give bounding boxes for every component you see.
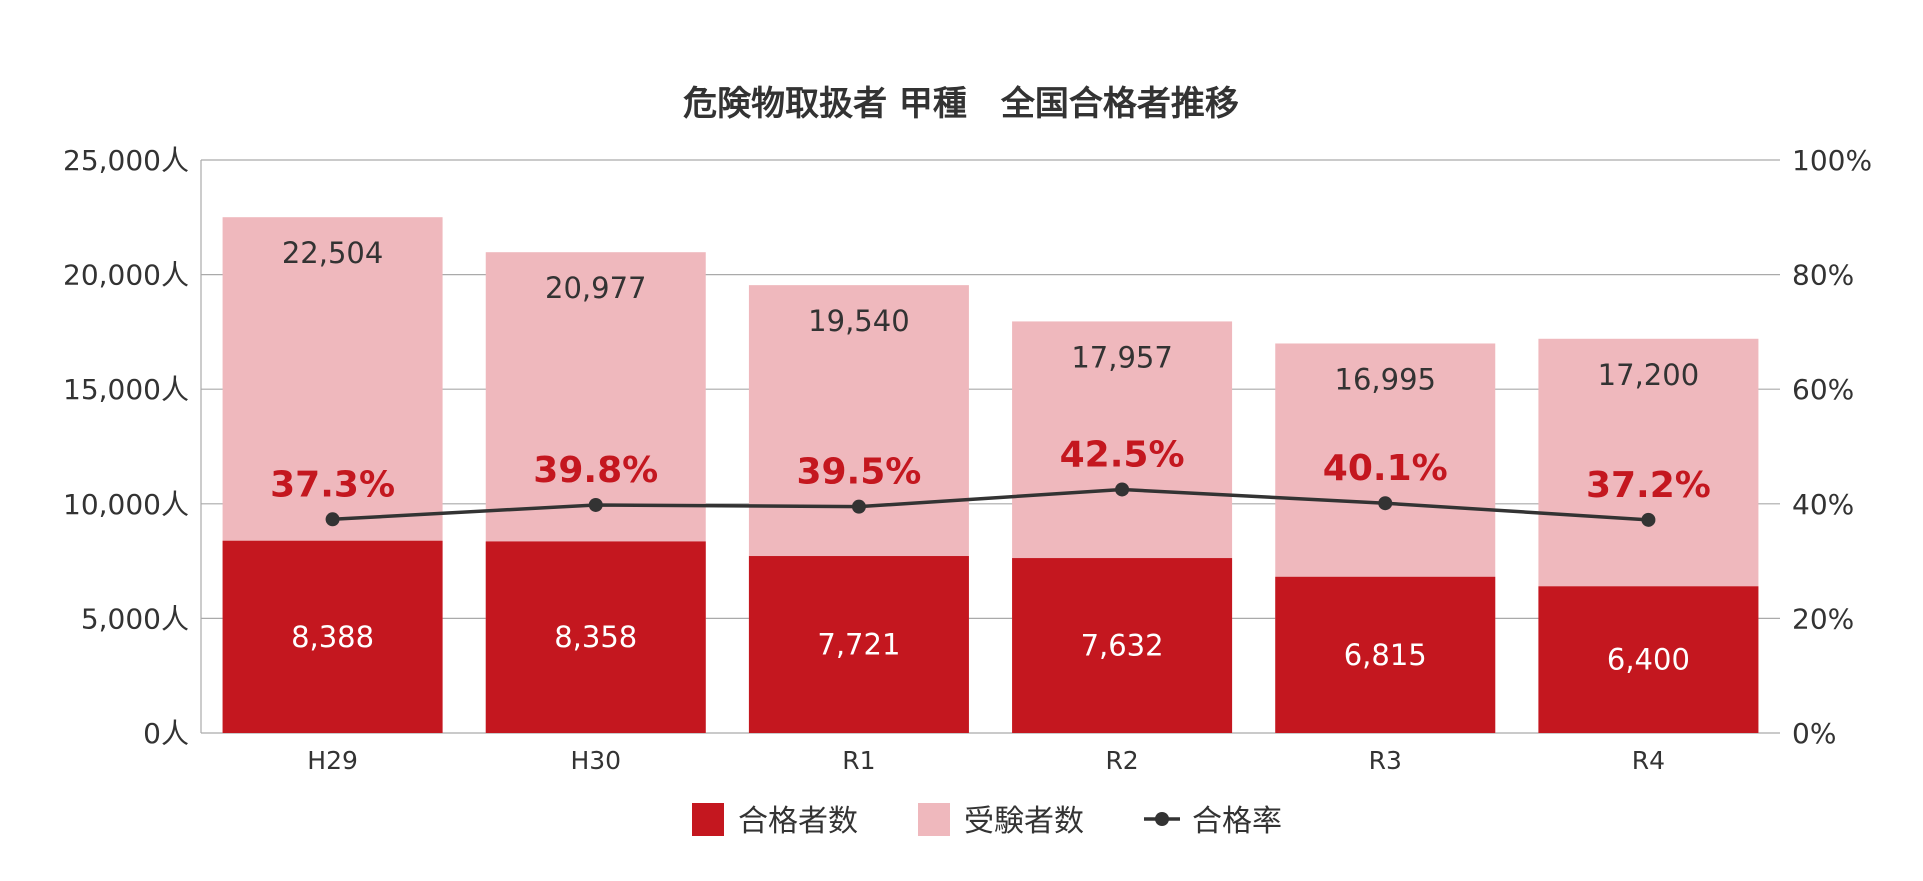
rate-point xyxy=(1641,512,1656,527)
examinees-value-label: 19,540 xyxy=(808,304,909,338)
bar-passed xyxy=(222,540,443,733)
bar-passed xyxy=(1275,576,1496,733)
y-right-tick-label: 100% xyxy=(1792,144,1872,177)
y-right-tick-label: 0% xyxy=(1792,717,1836,750)
rate-line: 37.3% 39.8% 39.5% 42.5% 40.1% 37.2% xyxy=(270,434,1711,527)
passed-value-label: 6,400 xyxy=(1607,643,1690,677)
bar-passed xyxy=(748,556,969,733)
examinees-value-label: 17,957 xyxy=(1071,340,1172,374)
examinees-value-label: 20,977 xyxy=(545,271,646,305)
legend-label-rate: 合格率 xyxy=(1192,804,1282,839)
y-left-tick-label: 20,000人 xyxy=(63,259,189,292)
rate-point xyxy=(1115,482,1130,497)
y-left-tick-label: 10,000人 xyxy=(63,488,189,521)
x-tick-label: R2 xyxy=(1105,746,1138,775)
rate-value-label: 39.8% xyxy=(533,450,658,491)
legend-label-examinees: 受験者数 xyxy=(964,804,1084,839)
passed-value-label: 7,632 xyxy=(1081,629,1164,663)
examinees-value-label: 17,200 xyxy=(1598,358,1699,392)
y-left-tick-label: 5,000人 xyxy=(81,602,189,635)
x-tick-label: H29 xyxy=(307,746,358,775)
legend-swatch-examinees xyxy=(918,803,950,836)
bar-passed xyxy=(485,541,706,733)
examinees-value-label: 22,504 xyxy=(282,236,383,270)
rate-point xyxy=(1378,496,1393,511)
y-right-tick-label: 60% xyxy=(1792,373,1854,406)
chart-title: 危険物取扱者 甲種 全国合格者推移 xyxy=(683,84,1239,124)
rate-point xyxy=(325,512,340,527)
y-left-tick-label: 25,000人 xyxy=(63,144,189,177)
y-right-tick-label: 20% xyxy=(1792,602,1854,635)
y-left-tick-label: 0人 xyxy=(143,717,189,750)
rate-point xyxy=(588,497,603,512)
x-tick-label: H30 xyxy=(570,746,621,775)
rate-value-label: 37.2% xyxy=(1586,465,1711,506)
legend-swatch-rate-point xyxy=(1155,812,1169,826)
passed-value-label: 7,721 xyxy=(817,628,900,662)
legend-swatch-passed xyxy=(692,803,724,836)
passed-value-label: 8,358 xyxy=(554,620,637,654)
y-right-tick-label: 80% xyxy=(1792,259,1854,292)
rate-value-label: 37.3% xyxy=(270,464,395,505)
x-tick-label: R4 xyxy=(1632,746,1665,775)
legend-label-passed: 合格者数 xyxy=(738,804,858,839)
bar-passed xyxy=(1012,558,1233,733)
examinees-value-label: 16,995 xyxy=(1335,362,1436,396)
rate-point xyxy=(851,499,866,514)
x-tick-label: R3 xyxy=(1369,746,1402,775)
rate-value-label: 39.5% xyxy=(796,452,921,493)
legend: 合格者数 受験者数 合格率 xyxy=(692,803,1282,839)
y-left-tick-label: 15,000人 xyxy=(63,373,189,406)
gridlines xyxy=(201,159,1780,734)
bars: 22,504 8,388 20,977 8,358 19,540 7,721 17,957 7… xyxy=(222,217,1759,733)
x-tick-label: R1 xyxy=(842,746,875,775)
rate-line-path xyxy=(332,487,1649,522)
rate-value-label: 42.5% xyxy=(1060,434,1185,475)
y-right-tick-label: 40% xyxy=(1792,488,1854,521)
y-axis-right: 0% 20% 40% 60% 80% 100% xyxy=(1792,144,1872,750)
rate-value-label: 40.1% xyxy=(1323,448,1448,489)
passed-value-label: 8,388 xyxy=(291,620,374,654)
passed-value-label: 6,815 xyxy=(1344,638,1427,672)
bar-passed xyxy=(1538,586,1759,733)
y-axis-left: 0人 5,000人 10,000人 15,000人 20,000人 25,000人 xyxy=(63,144,202,750)
x-axis: H29 H30 R1 R2 R3 R4 xyxy=(307,746,1665,775)
